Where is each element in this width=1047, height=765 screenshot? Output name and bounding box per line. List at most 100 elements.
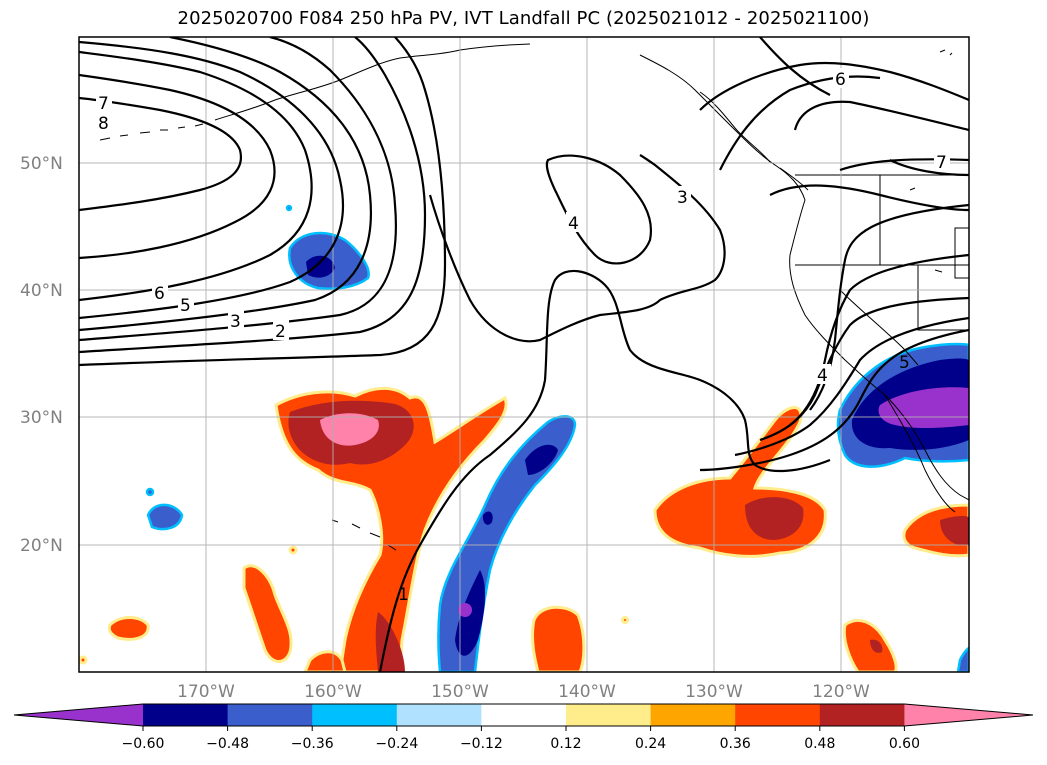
anomaly-blob-south-2 (107, 616, 150, 641)
contour-n5 (759, 37, 831, 96)
us-west-coast (789, 199, 969, 501)
colorbar-segment (227, 704, 313, 726)
contour-label: 6 (154, 284, 165, 304)
lon-label: 120°W (812, 682, 870, 702)
contour-label: 8 (98, 114, 109, 134)
anomaly-blob-south-1 (242, 564, 293, 663)
contour-5 (79, 40, 344, 320)
contour-labels: 7 8 6 5 3 2 4 3 6 7 4 5 1 (96, 68, 950, 605)
contour-e1 (699, 328, 969, 472)
gridlines (79, 37, 969, 672)
map-area (79, 37, 969, 672)
map-frame (78, 36, 970, 673)
colorbar-tick-label: −0.12 (460, 736, 503, 752)
anomaly-core-far-east (940, 515, 969, 546)
lat-label: 20°N (20, 536, 63, 556)
small-islands (909, 49, 953, 273)
positive-anomaly-fill (79, 386, 969, 672)
colorbar-tick-label: 0.48 (804, 736, 835, 752)
neg-blob-corner (956, 646, 969, 672)
anomaly-blob-south-5 (842, 619, 898, 672)
state-line-4 (954, 227, 969, 279)
baja (884, 394, 956, 513)
colorbar-segment (819, 704, 905, 726)
contour-label: 7 (936, 153, 947, 173)
anomaly-dot-1 (288, 545, 298, 555)
anomaly-dot-3 (79, 655, 88, 665)
negative-anomaly-fill (145, 204, 969, 672)
colorbar-segment (312, 704, 398, 726)
anomaly-core-east (745, 497, 804, 540)
contour-label: 4 (568, 214, 579, 234)
contour-label: 1 (398, 585, 409, 605)
contour-e2 (734, 316, 969, 457)
neg-blob-dot-1 (145, 487, 155, 497)
alaska-panhandle (639, 54, 806, 201)
lon-label: 150°W (431, 682, 489, 702)
contour-1-south (378, 269, 831, 672)
hawaii (331, 519, 397, 551)
contour-e4 (789, 253, 969, 426)
contour-1a (79, 37, 447, 367)
contour-label: 3 (230, 312, 241, 332)
colorbar-tick-label: 0.24 (635, 736, 666, 752)
colorbar-segment (481, 704, 567, 726)
contour-2 (79, 37, 427, 354)
contour-n1 (699, 61, 969, 111)
lat-labels: 20°N 30°N 40°N 50°N (20, 154, 63, 556)
colorbar-extend-max (904, 704, 1033, 726)
colorbar-segment (650, 704, 736, 726)
alaska-coast (214, 43, 531, 121)
anomaly-peak-west (320, 413, 379, 446)
contour-label: 7 (98, 94, 109, 114)
coastlines (99, 43, 969, 551)
lat-label: 40°N (20, 281, 63, 301)
anomaly-blob-south-4 (531, 605, 586, 672)
neg-core-north (306, 255, 335, 278)
contour-label: 5 (899, 353, 910, 373)
colorbar-segment (396, 704, 482, 726)
contour-n7 (769, 184, 969, 212)
contour-4-central (545, 154, 653, 265)
contour-6 (79, 50, 313, 302)
colorbar-segment (566, 704, 652, 726)
contour-n4 (839, 158, 969, 172)
lat-label: 30°N (20, 408, 63, 428)
neg-peak-central (458, 603, 472, 617)
neg-blob-dot-2 (285, 204, 293, 212)
neg-blob-west-small (146, 503, 184, 531)
colorbar-tick-label: 0.12 (550, 736, 581, 752)
contour-label: 5 (180, 296, 191, 316)
contour-n2 (719, 75, 881, 171)
colorbar-segment (735, 704, 821, 726)
contour-label: 2 (275, 322, 286, 342)
contour-4a (79, 37, 372, 332)
lon-label: 140°W (558, 682, 616, 702)
colorbar-tick-label: −0.24 (375, 736, 418, 752)
anomaly-dot-2 (621, 616, 629, 624)
lon-label: 170°W (177, 682, 235, 702)
lon-label: 130°W (685, 682, 743, 702)
anomaly-core-south-5 (870, 639, 883, 653)
neg-peak-east (878, 387, 969, 429)
colorbar: −0.60 −0.48 −0.36 −0.24 −0.12 0.12 0.24 0.36 0.4… (13, 703, 1034, 752)
colorbar-tick-label: 0.60 (889, 736, 920, 752)
pv-contours (79, 37, 969, 672)
colorbar-tick-label: −0.36 (291, 736, 334, 752)
lon-label: 160°W (304, 682, 362, 702)
contour-label: 4 (817, 366, 828, 386)
colorbar-extend-min (14, 704, 143, 726)
neg-core-central-2 (525, 444, 558, 475)
neg-core-central-3 (482, 511, 493, 525)
colorbar-tick-label: 0.36 (720, 736, 751, 752)
contour-n6 (889, 159, 969, 177)
lat-label: 50°N (20, 154, 63, 174)
colorbar-tick-label: −0.48 (206, 736, 249, 752)
lon-labels: 170°W 160°W 150°W 140°W 130°W 120°W (177, 682, 870, 702)
state-line-2 (879, 175, 969, 331)
colorbar-tick-label: −0.60 (122, 736, 165, 752)
contour-7 (79, 73, 276, 260)
map-content: 7 8 6 5 3 2 4 3 6 7 4 5 1 (79, 37, 969, 672)
contour-label: 3 (677, 188, 688, 208)
